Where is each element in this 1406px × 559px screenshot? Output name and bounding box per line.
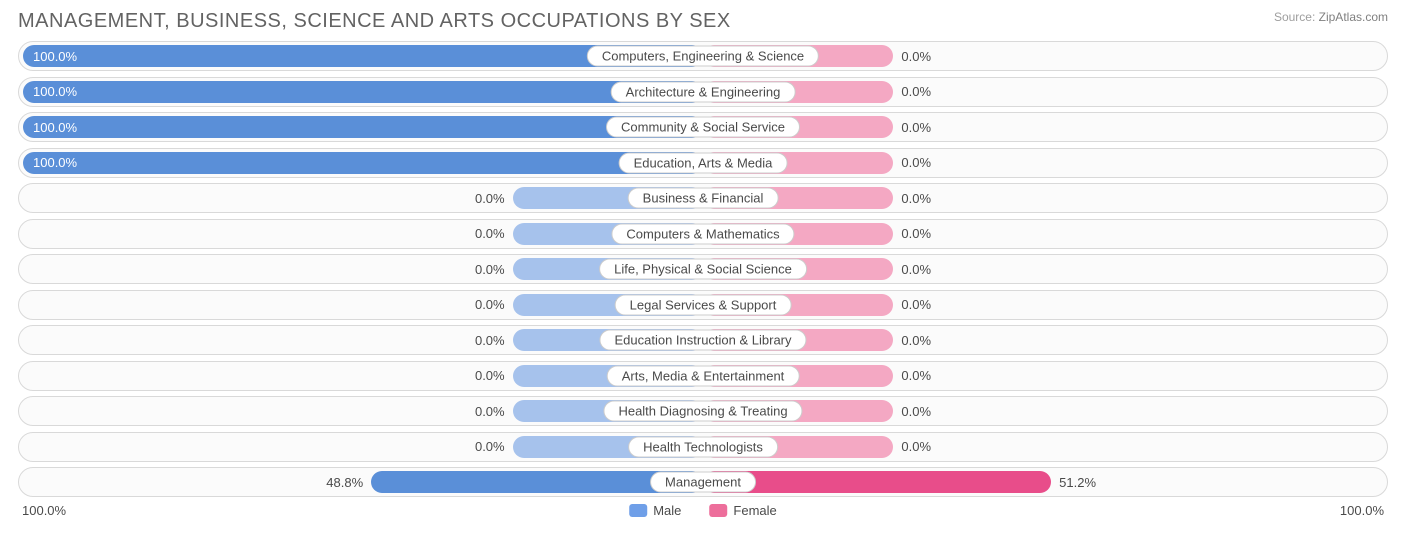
female-pct: 51.2% xyxy=(1059,475,1096,490)
chart-row: 100.0% 0.0% Community & Social Service xyxy=(18,112,1388,142)
male-pct: 100.0% xyxy=(33,84,77,99)
category-label: Computers & Mathematics xyxy=(611,223,794,244)
x-axis: 100.0% Male Female 100.0% xyxy=(18,503,1388,518)
female-pct: 0.0% xyxy=(901,368,931,383)
chart-row: 100.0% 0.0% Architecture & Engineering xyxy=(18,77,1388,107)
source-name: ZipAtlas.com xyxy=(1319,10,1388,24)
category-label: Arts, Media & Entertainment xyxy=(607,365,800,386)
axis-left-label: 100.0% xyxy=(22,503,66,518)
category-label: Legal Services & Support xyxy=(615,294,792,315)
axis-right-label: 100.0% xyxy=(1340,503,1384,518)
legend-female-label: Female xyxy=(733,503,776,518)
male-pct: 0.0% xyxy=(475,297,505,312)
chart-row: 48.8% 51.2% Management xyxy=(18,467,1388,497)
category-label: Health Technologists xyxy=(628,436,778,457)
female-pct: 0.0% xyxy=(901,155,931,170)
male-bar: 100.0% xyxy=(23,152,703,174)
female-pct: 0.0% xyxy=(901,226,931,241)
male-bar: 100.0% xyxy=(23,81,703,103)
female-pct: 0.0% xyxy=(901,262,931,277)
male-pct: 0.0% xyxy=(475,368,505,383)
female-pct: 0.0% xyxy=(901,297,931,312)
chart-row: 0.0% 0.0% Legal Services & Support xyxy=(18,290,1388,320)
male-pct: 0.0% xyxy=(475,404,505,419)
legend: Male Female xyxy=(629,503,777,518)
chart-row: 100.0% 0.0% Education, Arts & Media xyxy=(18,148,1388,178)
male-pct: 48.8% xyxy=(326,475,363,490)
male-pct: 0.0% xyxy=(475,439,505,454)
chart-row: 0.0% 0.0% Education Instruction & Library xyxy=(18,325,1388,355)
source-attribution: Source: ZipAtlas.com xyxy=(1274,10,1388,26)
chart-row: 0.0% 0.0% Health Technologists xyxy=(18,432,1388,462)
legend-male-label: Male xyxy=(653,503,681,518)
male-swatch xyxy=(629,504,647,517)
male-pct: 100.0% xyxy=(33,155,77,170)
legend-male: Male xyxy=(629,503,681,518)
chart-title: MANAGEMENT, BUSINESS, SCIENCE AND ARTS O… xyxy=(18,10,731,33)
male-pct: 0.0% xyxy=(475,191,505,206)
category-label: Architecture & Engineering xyxy=(611,81,796,102)
diverging-bar-chart: 100.0% 0.0% Computers, Engineering & Scien… xyxy=(18,41,1388,497)
category-label: Computers, Engineering & Science xyxy=(587,46,819,67)
female-pct: 0.0% xyxy=(901,49,931,64)
legend-female: Female xyxy=(709,503,776,518)
female-pct: 0.0% xyxy=(901,333,931,348)
male-pct: 0.0% xyxy=(475,226,505,241)
male-pct: 100.0% xyxy=(33,120,77,135)
category-label: Management xyxy=(650,472,756,493)
category-label: Education Instruction & Library xyxy=(599,330,806,351)
female-pct: 0.0% xyxy=(901,439,931,454)
male-pct: 0.0% xyxy=(475,262,505,277)
category-label: Life, Physical & Social Science xyxy=(599,259,807,280)
category-label: Community & Social Service xyxy=(606,117,800,138)
category-label: Education, Arts & Media xyxy=(619,152,788,173)
female-pct: 0.0% xyxy=(901,84,931,99)
category-label: Business & Financial xyxy=(628,188,779,209)
female-pct: 0.0% xyxy=(901,191,931,206)
chart-row: 0.0% 0.0% Arts, Media & Entertainment xyxy=(18,361,1388,391)
chart-row: 0.0% 0.0% Life, Physical & Social Science xyxy=(18,254,1388,284)
chart-row: 0.0% 0.0% Computers & Mathematics xyxy=(18,219,1388,249)
category-label: Health Diagnosing & Treating xyxy=(603,401,802,422)
male-pct: 100.0% xyxy=(33,49,77,64)
female-pct: 0.0% xyxy=(901,120,931,135)
chart-row: 0.0% 0.0% Business & Financial xyxy=(18,183,1388,213)
male-pct: 0.0% xyxy=(475,333,505,348)
female-swatch xyxy=(709,504,727,517)
chart-row: 0.0% 0.0% Health Diagnosing & Treating xyxy=(18,396,1388,426)
chart-row: 100.0% 0.0% Computers, Engineering & Scien… xyxy=(18,41,1388,71)
source-prefix: Source: xyxy=(1274,10,1315,24)
female-pct: 0.0% xyxy=(901,404,931,419)
male-bar: 100.0% xyxy=(23,116,703,138)
